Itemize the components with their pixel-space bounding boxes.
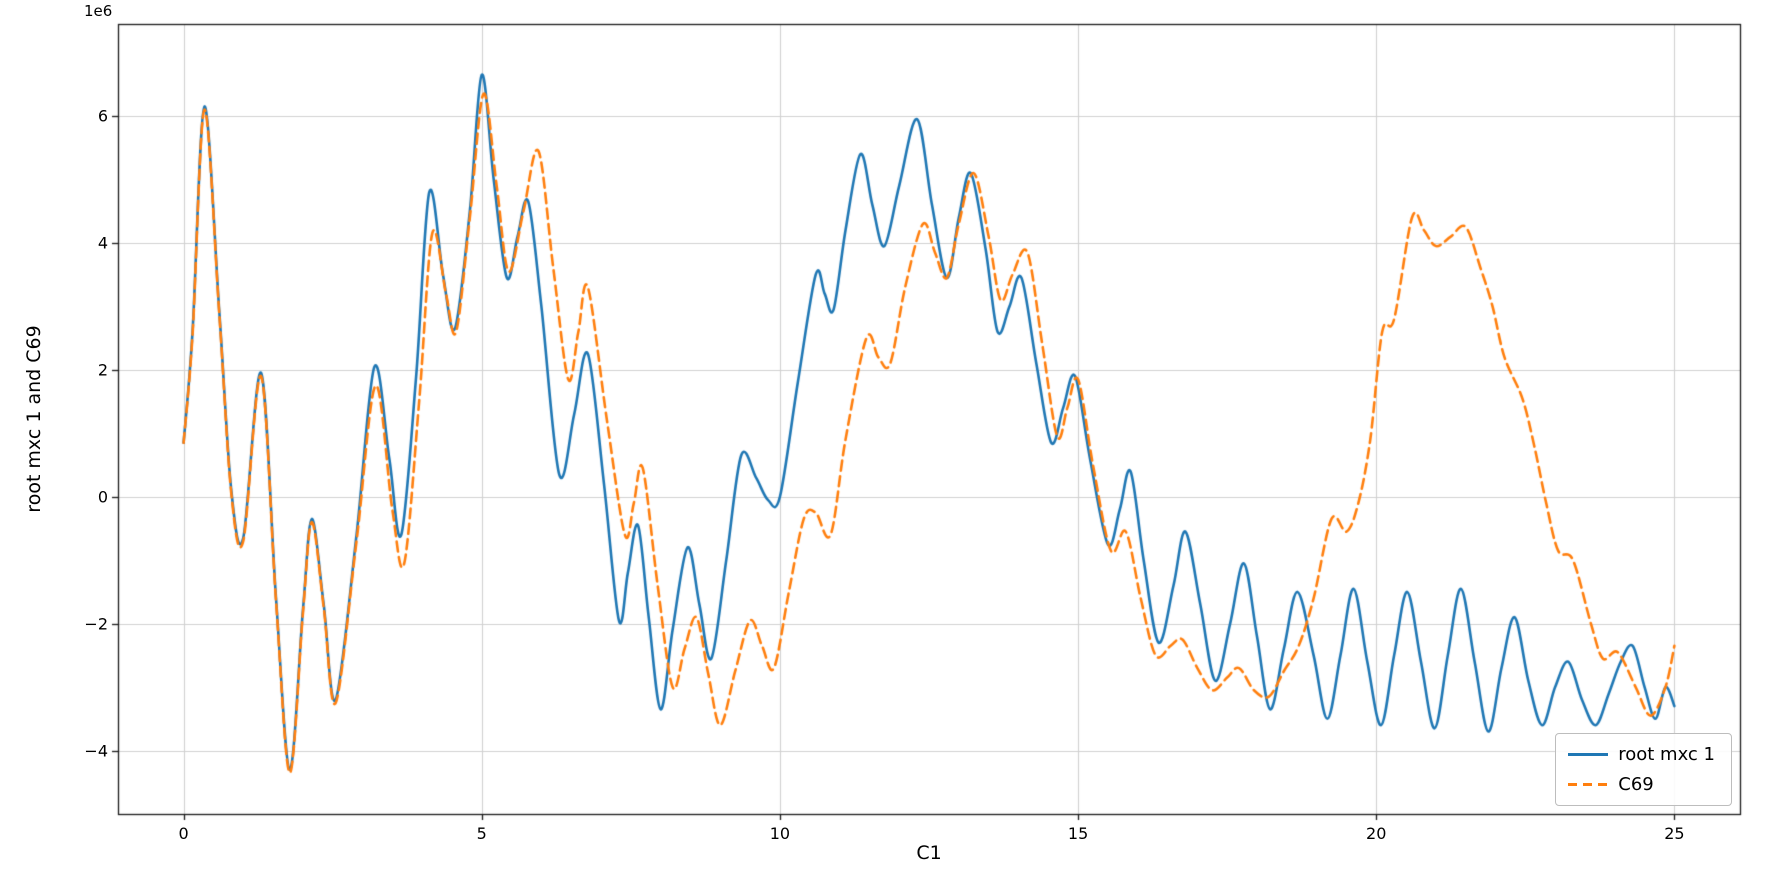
legend-line-sample-solid bbox=[1568, 753, 1609, 756]
x-axis-label: C1 bbox=[916, 842, 942, 864]
legend-item-c69: C69 bbox=[1568, 774, 1715, 795]
y-tick-label: 4 bbox=[97, 233, 108, 253]
x-tick-label: 20 bbox=[1366, 824, 1387, 843]
x-tick-label: 5 bbox=[476, 824, 487, 843]
legend-label: root mxc 1 bbox=[1618, 744, 1715, 765]
legend: root mxc 1 C69 bbox=[1555, 733, 1732, 806]
y-tick-label: 6 bbox=[97, 106, 108, 126]
x-tick-label: 15 bbox=[1067, 824, 1089, 843]
legend-item-root-mxc-1: root mxc 1 bbox=[1568, 744, 1715, 765]
x-tick-label: 10 bbox=[769, 824, 791, 843]
y-axis-label: root mxc 1 and C69 bbox=[23, 325, 45, 513]
x-tick-label: 0 bbox=[178, 824, 189, 843]
y-tick-label: −4 bbox=[84, 741, 108, 761]
y-tick-label: 2 bbox=[97, 360, 108, 380]
legend-line-sample-dashed bbox=[1568, 783, 1609, 786]
y-axis-offset-label: 1e6 bbox=[84, 2, 113, 20]
y-tick-label: 0 bbox=[97, 487, 108, 507]
legend-label: C69 bbox=[1618, 774, 1654, 795]
y-tick-label: −2 bbox=[84, 614, 108, 634]
x-tick-label: 25 bbox=[1664, 824, 1685, 843]
